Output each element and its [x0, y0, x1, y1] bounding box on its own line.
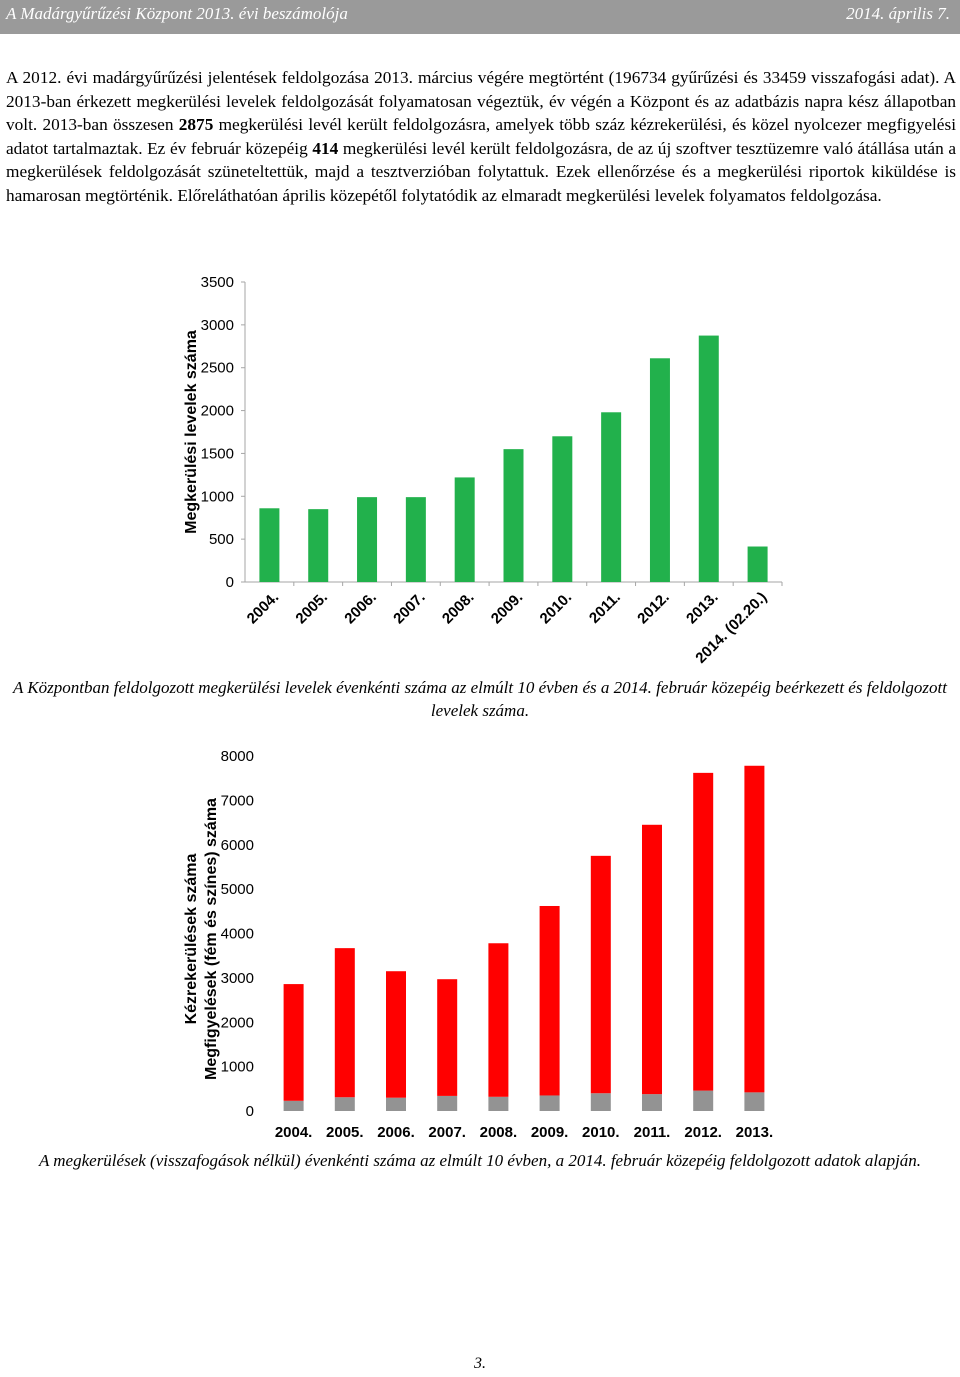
bar-segment-red: [334, 948, 355, 1098]
y-axis-title-line-2: Megfigyelések (fém és színes) száma: [203, 798, 220, 1080]
y-tick-label: 1000: [201, 488, 234, 505]
bar-segment-grey: [693, 1090, 714, 1111]
header-title: A Madárgyűrűzési Központ 2013. évi beszá…: [6, 4, 348, 23]
x-tick-label: 2007.: [428, 1124, 466, 1141]
y-tick-label: 4000: [221, 926, 254, 943]
chart-letters-svg: 0 500 1000 1500 2000 2500 3000 3500 2004. 2005. 20…: [183, 274, 783, 667]
x-tick-label: 2010.: [582, 1124, 620, 1141]
y-tick-label: 3000: [201, 317, 234, 334]
bar-segment-grey: [386, 1097, 406, 1111]
bar: [454, 477, 475, 582]
bar-segment-red: [539, 905, 560, 1096]
bar-segment-grey: [334, 1097, 355, 1111]
y-tick-label: 3500: [201, 274, 234, 291]
bar-segment-red: [386, 971, 406, 1098]
bar-segment-red: [744, 765, 765, 1093]
bar-segment-grey: [488, 1096, 509, 1111]
y-tick-label: 1000: [221, 1059, 254, 1076]
page-header: A Madárgyűrűzési Központ 2013. évi beszá…: [0, 0, 960, 34]
bar: [552, 436, 573, 582]
bar: [503, 449, 524, 582]
report-paragraph: A 2012. évi madárgyűrűzési jelentések fe…: [6, 66, 956, 207]
bar-segment-grey: [283, 1100, 304, 1111]
x-tick-label: 2006.: [377, 1124, 415, 1141]
x-tick-label: 2011.: [634, 1124, 671, 1141]
paragraph-bold-count-2013: 2875: [178, 115, 214, 134]
x-tick-label: 2008.: [480, 1124, 518, 1141]
chart-letters: 0 500 1000 1500 2000 2500 3000 3500 2004. 2005. 20…: [0, 270, 960, 670]
paragraph-part-1: A 2012. évi madárgyűrűzési jelentések fe…: [6, 68, 956, 134]
bar-segment-grey: [590, 1093, 611, 1111]
y-tick-label: 5000: [221, 881, 254, 898]
x-tick-label: 2010.: [537, 589, 576, 628]
chart-recoveries-caption: A megkerülések (visszafogások nélkül) év…: [38, 1151, 922, 1170]
y-tick-label: 0: [246, 1103, 254, 1120]
x-tick-label: 2005.: [292, 589, 331, 628]
paragraph-bold-count-2014: 414: [312, 138, 339, 158]
x-tick-label: 2009.: [531, 1124, 569, 1141]
x-tick-label: 2004.: [244, 589, 283, 628]
x-tick-label: 2012.: [684, 1124, 722, 1141]
bar: [601, 412, 622, 582]
bar-segment-red: [283, 984, 304, 1101]
y-axis-title: Megkerülési levelek száma: [183, 330, 200, 534]
x-tick-label: 2012.: [634, 589, 673, 628]
x-tick-label: 2011.: [586, 589, 624, 627]
bar: [259, 508, 280, 582]
x-tick-label: 2013.: [736, 1124, 774, 1141]
bar-segment-red: [590, 855, 611, 1094]
y-tick-label: 1500: [201, 445, 234, 462]
bar: [308, 509, 329, 582]
y-axis-title-line-1: Kézrekerülések száma: [183, 854, 200, 1025]
header-date: 2014. április 7.: [846, 4, 950, 23]
y-tick-label: 2500: [201, 360, 234, 377]
bar-segment-grey: [437, 1095, 458, 1111]
x-tick-label: 2007.: [390, 589, 429, 628]
x-tick-label: 2005.: [326, 1124, 364, 1141]
x-tick-label: 2008.: [439, 589, 478, 628]
page-number: 3.: [474, 1355, 486, 1372]
bar-segment-red: [488, 943, 509, 1097]
x-tick-label: 2013.: [683, 589, 722, 628]
y-tick-label: 2000: [221, 1014, 254, 1031]
bar-segment-red: [693, 772, 714, 1091]
y-tick-label: 8000: [221, 748, 254, 765]
y-tick-label: 2000: [201, 403, 234, 420]
bar: [405, 497, 426, 582]
y-tick-label: 3000: [221, 970, 254, 987]
paragraph-part-2: megkerülési levél került feldolgozásra, …: [6, 115, 956, 158]
bar-segment-grey: [642, 1094, 662, 1111]
bar-segment-grey: [539, 1095, 560, 1111]
bar: [747, 546, 768, 582]
bar-segment-grey: [744, 1092, 765, 1111]
bar: [698, 335, 719, 582]
bar: [357, 497, 378, 582]
y-tick-label: 7000: [221, 792, 254, 809]
y-tick-label: 0: [226, 574, 234, 591]
paragraph-part-3: megkerülési levél került feldolgozásra, …: [6, 138, 956, 205]
y-tick-label: 6000: [221, 837, 254, 854]
chart-recoveries-svg: 0 1000 2000 3000 4000 5000 6000 7000 8000 2004. 20…: [183, 748, 774, 1141]
chart-letters-caption: A Központban feldolgozott megkerülési le…: [13, 678, 947, 720]
bar-segment-red: [642, 824, 662, 1095]
x-tick-label: 2009.: [488, 589, 527, 628]
bar-segment-red: [437, 979, 458, 1096]
bar: [649, 358, 670, 582]
chart-recoveries: 0 1000 2000 3000 4000 5000 6000 7000 8000 2004. 20…: [0, 740, 960, 1150]
x-tick-label: 2006.: [341, 589, 380, 628]
x-tick-label: 2004.: [275, 1124, 313, 1141]
y-tick-label: 500: [209, 531, 234, 548]
